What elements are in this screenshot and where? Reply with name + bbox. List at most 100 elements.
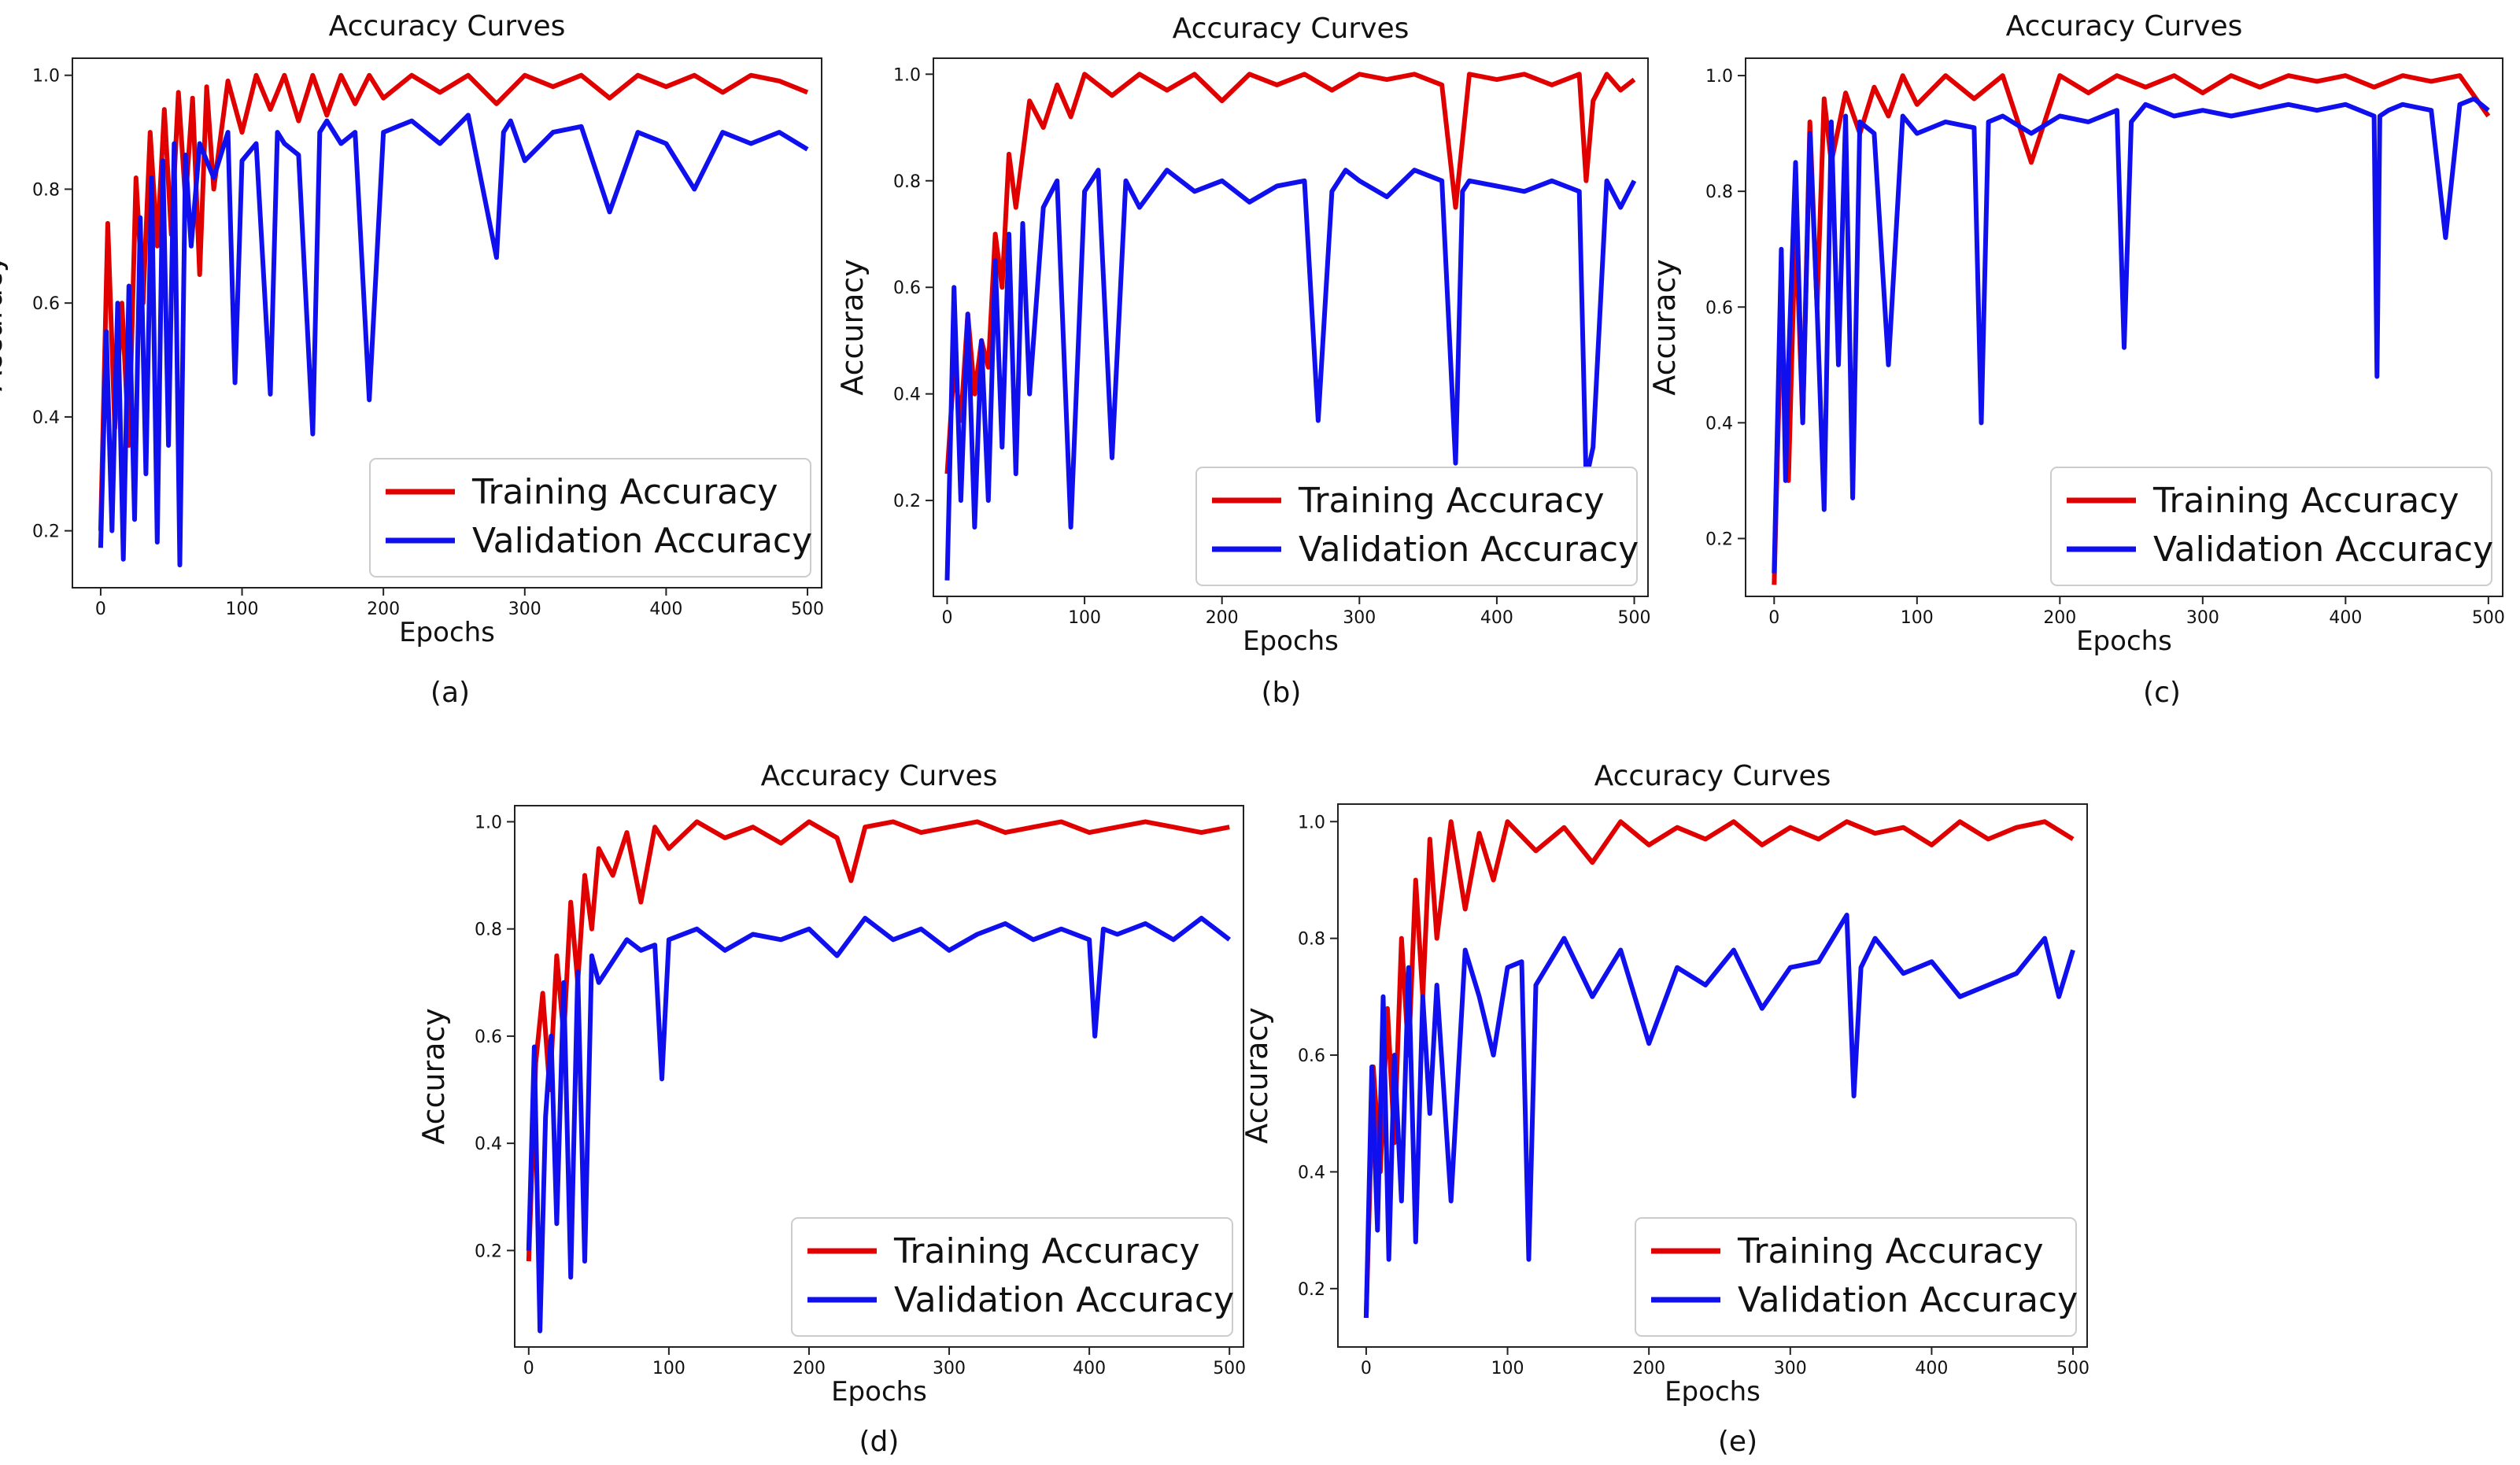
legend: Training Accuracy Validation Accuracy	[1195, 467, 1639, 586]
chart-panel-c: Accuracy Curves 0 100 200 300 400 500 0.2 0.4 0.6…	[1647, 10, 2505, 709]
panel-caption: (b)	[1262, 677, 1302, 709]
plot-frame	[72, 57, 822, 589]
x-tick-label: 100	[1068, 608, 1101, 628]
y-tick-label: 0.2	[32, 522, 60, 542]
validation-accuracy-line	[944, 168, 1637, 581]
x-tick-label: 400	[1480, 608, 1513, 628]
legend-label: Training Accuracy	[1298, 481, 1604, 521]
x-tick-label: 300	[933, 1359, 966, 1378]
y-tick-label: 1.0	[893, 65, 921, 85]
x-tick-label: 500	[2472, 608, 2505, 628]
legend-label: Validation Accuracy	[472, 521, 812, 561]
legend-label: Validation Accuracy	[2153, 530, 2493, 570]
y-tick-label: 0.2	[1705, 530, 1733, 549]
y-axis-label: Accuracy	[835, 259, 870, 396]
y-tick-label: 0.2	[1298, 1280, 1325, 1300]
x-tick-label: 500	[1618, 608, 1651, 628]
y-tick-label: 1.0	[1705, 67, 1733, 87]
legend: Training Accuracy Validation Accuracy	[1635, 1217, 2078, 1337]
validation-accuracy-line	[98, 113, 809, 568]
y-axis-label: Accuracy	[416, 1008, 451, 1145]
x-tick-label: 200	[1632, 1359, 1665, 1378]
y-tick-label: 0.4	[893, 386, 921, 405]
chart-panel-a: Accuracy Curves 0 100 200 300 400 500 0.2 0.4 0.6…	[0, 10, 824, 709]
y-tick-label: 0.6	[1705, 298, 1733, 318]
panel-caption: (e)	[1718, 1426, 1757, 1458]
x-tick-label: 500	[2056, 1359, 2090, 1378]
y-tick-label: 0.6	[475, 1028, 502, 1047]
x-tick-label: 0	[95, 600, 106, 619]
y-tick-label: 0.8	[1298, 930, 1325, 950]
legend-box	[1195, 467, 1638, 586]
chart-title: Accuracy Curves	[1594, 760, 1831, 792]
x-tick-label: 400	[1073, 1359, 1106, 1378]
y-tick-label: 0.2	[893, 492, 921, 511]
x-tick-label: 0	[1361, 1359, 1372, 1378]
legend-box	[2050, 467, 2492, 586]
panel-caption: (a)	[430, 677, 470, 709]
panel-caption: (c)	[2143, 677, 2181, 709]
training-accuracy-line	[526, 819, 1230, 1262]
chart-title: Accuracy Curves	[329, 10, 566, 42]
training-accuracy-line	[944, 72, 1636, 474]
y-tick-label: 0.6	[32, 294, 60, 314]
x-axis-label: Epochs	[399, 617, 495, 648]
chart-title: Accuracy Curves	[761, 760, 998, 792]
y-tick-label: 0.8	[32, 180, 60, 200]
x-tick-label: 300	[1343, 608, 1376, 628]
x-tick-label: 500	[791, 600, 824, 619]
legend-label: Validation Accuracy	[894, 1280, 1234, 1320]
legend: Training Accuracy Validation Accuracy	[2050, 467, 2493, 586]
y-axis-label: Accuracy	[0, 255, 9, 392]
x-tick-label: 100	[226, 600, 259, 619]
y-axis-label: Accuracy	[1240, 1007, 1274, 1144]
y-tick-label: 0.4	[32, 408, 60, 428]
y-tick-label: 1.0	[32, 67, 60, 87]
x-tick-label: 500	[1213, 1359, 1246, 1378]
x-axis-label: Epochs	[2076, 625, 2172, 657]
x-tick-label: 0	[1768, 608, 1779, 628]
x-tick-label: 0	[941, 608, 952, 628]
legend: Training Accuracy Validation Accuracy	[791, 1217, 1234, 1337]
x-tick-label: 400	[2329, 608, 2362, 628]
validation-accuracy-line	[1363, 913, 2075, 1318]
legend-box	[791, 1217, 1233, 1337]
chart-panel-b: Accuracy Curves 0 100 200 300 400 500 0.2 0.4 0.6…	[835, 13, 1651, 709]
y-tick-label: 0.6	[1298, 1046, 1325, 1066]
legend-box	[1635, 1217, 2077, 1337]
x-tick-label: 300	[508, 600, 541, 619]
legend-label: Training Accuracy	[2152, 481, 2459, 521]
x-tick-label: 0	[523, 1359, 534, 1378]
x-tick-label: 200	[2043, 608, 2076, 628]
validation-accuracy-line	[1772, 96, 2490, 574]
x-tick-label: 300	[2186, 608, 2219, 628]
x-tick-label: 300	[1774, 1359, 1807, 1378]
legend-label: Training Accuracy	[893, 1231, 1199, 1271]
x-tick-label: 100	[652, 1359, 685, 1378]
x-tick-label: 400	[649, 600, 682, 619]
panel-caption: (d)	[859, 1426, 900, 1458]
y-tick-label: 0.6	[893, 279, 921, 298]
y-tick-label: 0.4	[475, 1135, 502, 1154]
validation-accuracy-line	[526, 916, 1232, 1334]
x-tick-label: 100	[1901, 608, 1934, 628]
chart-panel-e: Accuracy Curves 0 100 200 300 400 500 0.2 0.4 0.6…	[1240, 760, 2090, 1458]
plot-frame	[514, 805, 1244, 1348]
legend-box	[369, 458, 811, 578]
x-axis-label: Epochs	[831, 1376, 927, 1408]
chart-title: Accuracy Curves	[1173, 13, 1410, 45]
y-tick-label: 0.8	[475, 921, 502, 940]
x-tick-label: 400	[1915, 1359, 1948, 1378]
y-tick-label: 0.8	[893, 172, 921, 192]
y-tick-label: 0.2	[475, 1242, 502, 1261]
chart-title: Accuracy Curves	[2006, 10, 2243, 42]
legend-label: Validation Accuracy	[1299, 530, 1639, 570]
legend-label: Validation Accuracy	[1738, 1280, 2078, 1320]
y-tick-label: 0.4	[1705, 414, 1733, 434]
legend-label: Training Accuracy	[471, 472, 778, 512]
x-tick-label: 100	[1491, 1359, 1524, 1378]
legend-label: Training Accuracy	[1737, 1231, 2043, 1271]
plot-frame	[1745, 57, 2503, 597]
y-tick-label: 0.4	[1298, 1163, 1325, 1183]
